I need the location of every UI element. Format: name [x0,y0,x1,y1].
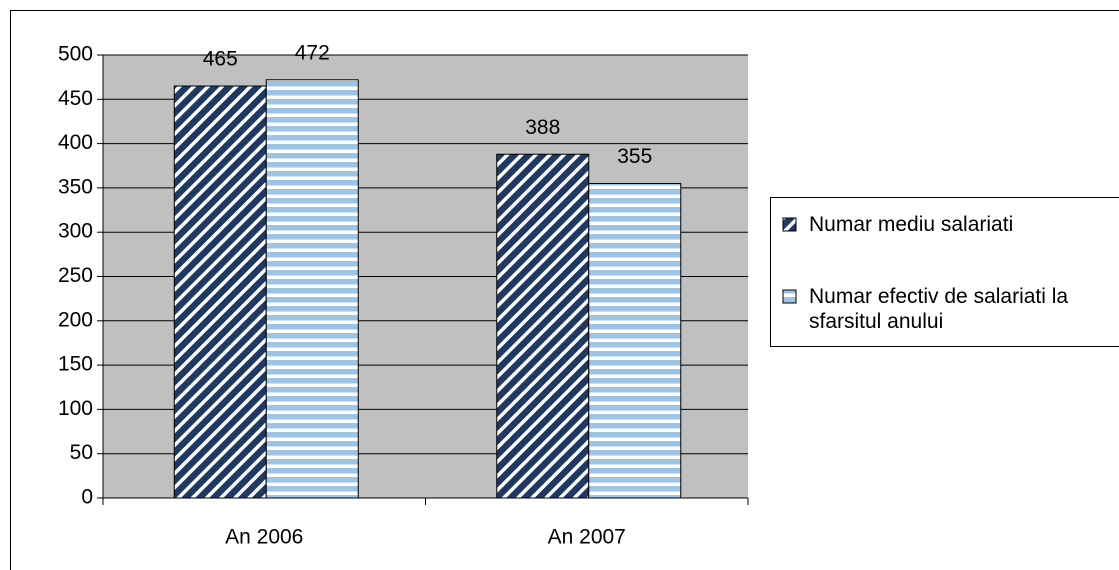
y-tick-label: 100 [58,397,93,420]
data-label: 388 [525,116,560,139]
bar [588,182,682,499]
y-tick-label: 200 [58,308,93,331]
y-tick-label: 300 [58,220,93,243]
y-tick-label: 0 [81,486,93,509]
bar [496,153,590,499]
legend-swatch [782,289,797,304]
data-label: 355 [617,145,652,168]
x-tick-label: An 2006 [225,526,303,549]
y-tick-label: 50 [70,441,93,464]
legend-label: Numar mediu salariati [809,213,1014,236]
y-tick-label: 500 [58,43,93,66]
y-tick-label: 450 [58,87,93,110]
bar [265,79,359,499]
legend-label: Numar efectiv de salariati la sfarsitul … [809,285,1069,333]
y-tick-label: 150 [58,353,93,376]
legend: Numar mediu salariati Numar efectiv de s… [770,197,1119,347]
x-tick-label: An 2007 [548,526,626,549]
y-tick-label: 250 [58,264,93,287]
y-tick-label: 350 [58,175,93,198]
y-tick-label: 400 [58,131,93,154]
bar [173,85,267,499]
legend-swatch [782,217,797,232]
data-label: 465 [203,48,238,71]
chart-border [10,10,1119,570]
data-label: 472 [295,41,330,64]
